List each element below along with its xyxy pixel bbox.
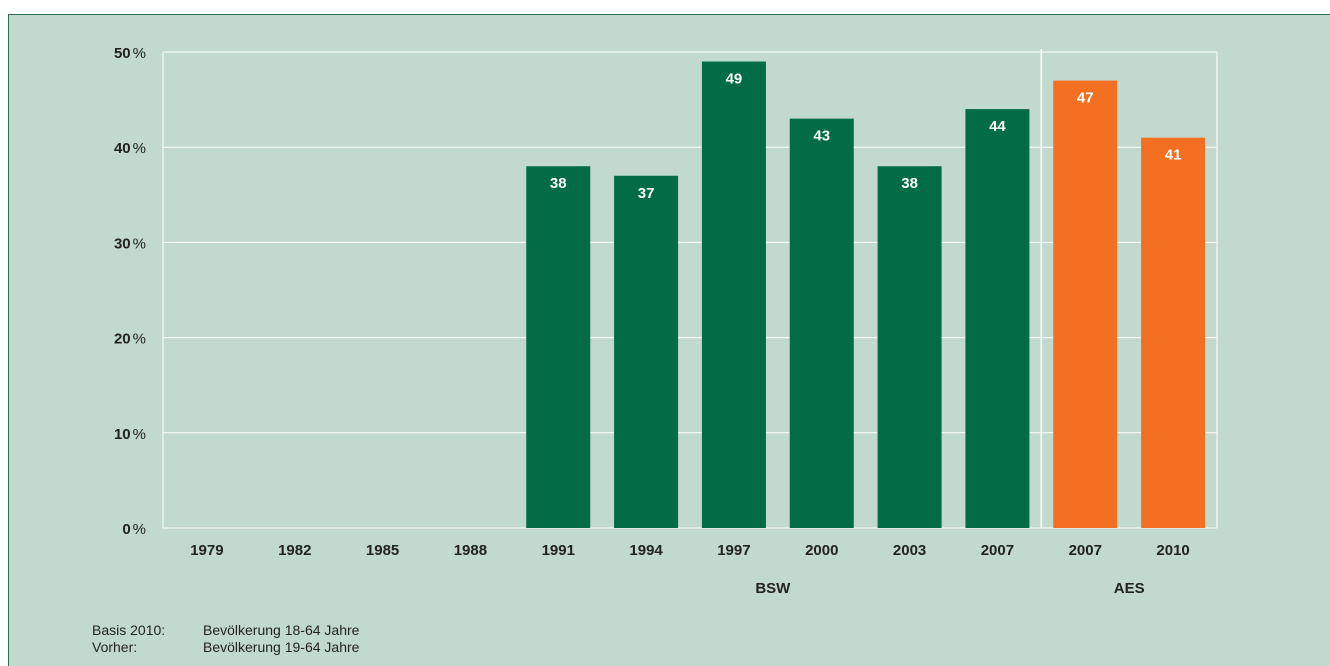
bar-bsw — [789, 118, 854, 528]
footnote-key: Vorher: — [92, 639, 138, 655]
bar-bsw — [614, 175, 679, 528]
footnote-key: Basis 2010: — [92, 622, 166, 638]
bar-value-label: 47 — [1077, 90, 1094, 107]
x-tick-label: 1997 — [717, 542, 750, 559]
y-tick-label: 40% — [114, 140, 146, 157]
group-label-bsw: BSW — [755, 580, 791, 597]
bar-aes — [1053, 80, 1118, 528]
bar-value-label: 44 — [989, 118, 1006, 135]
y-tick-label: 30% — [114, 235, 146, 252]
group-label-aes: AES — [1114, 580, 1145, 597]
footnote-text: Bevölkerung 18-64 Jahre — [203, 622, 360, 638]
bar-value-label: 43 — [813, 128, 830, 145]
footnote-vorher: Vorher: Bevölkerung 19-64 Jahre — [92, 639, 359, 656]
footnote-text: Bevölkerung 19-64 Jahre — [203, 639, 360, 655]
y-tick-label: 10% — [114, 426, 146, 443]
bar-bsw — [701, 61, 766, 529]
x-tick-label: 1979 — [190, 542, 223, 559]
bar-aes — [1141, 137, 1206, 528]
x-tick-label: 2000 — [805, 542, 838, 559]
bar-value-label: 38 — [901, 175, 918, 192]
x-tick-label: 2003 — [893, 542, 926, 559]
footnote-basis: Basis 2010: Bevölkerung 18-64 Jahre — [92, 622, 359, 639]
bar-value-label: 37 — [638, 185, 655, 202]
bar-value-label: 49 — [726, 71, 743, 88]
y-tick-label: 50% — [114, 45, 146, 62]
x-tick-label: 1982 — [278, 542, 311, 559]
x-tick-label: 1985 — [366, 542, 399, 559]
bar-value-label: 41 — [1165, 147, 1182, 164]
x-tick-label: 1988 — [454, 542, 487, 559]
bar-bsw — [526, 166, 591, 529]
bar-value-label: 38 — [550, 175, 567, 192]
bar-bsw — [877, 166, 942, 529]
x-tick-label: 1994 — [629, 542, 663, 559]
x-tick-label: 1991 — [542, 542, 575, 559]
bar-bsw — [965, 109, 1030, 529]
y-tick-label: 20% — [114, 331, 146, 348]
x-tick-label: 2010 — [1156, 542, 1189, 559]
x-tick-label: 2007 — [1069, 542, 1102, 559]
x-tick-label: 2007 — [981, 542, 1014, 559]
y-tick-label: 0% — [122, 521, 146, 538]
